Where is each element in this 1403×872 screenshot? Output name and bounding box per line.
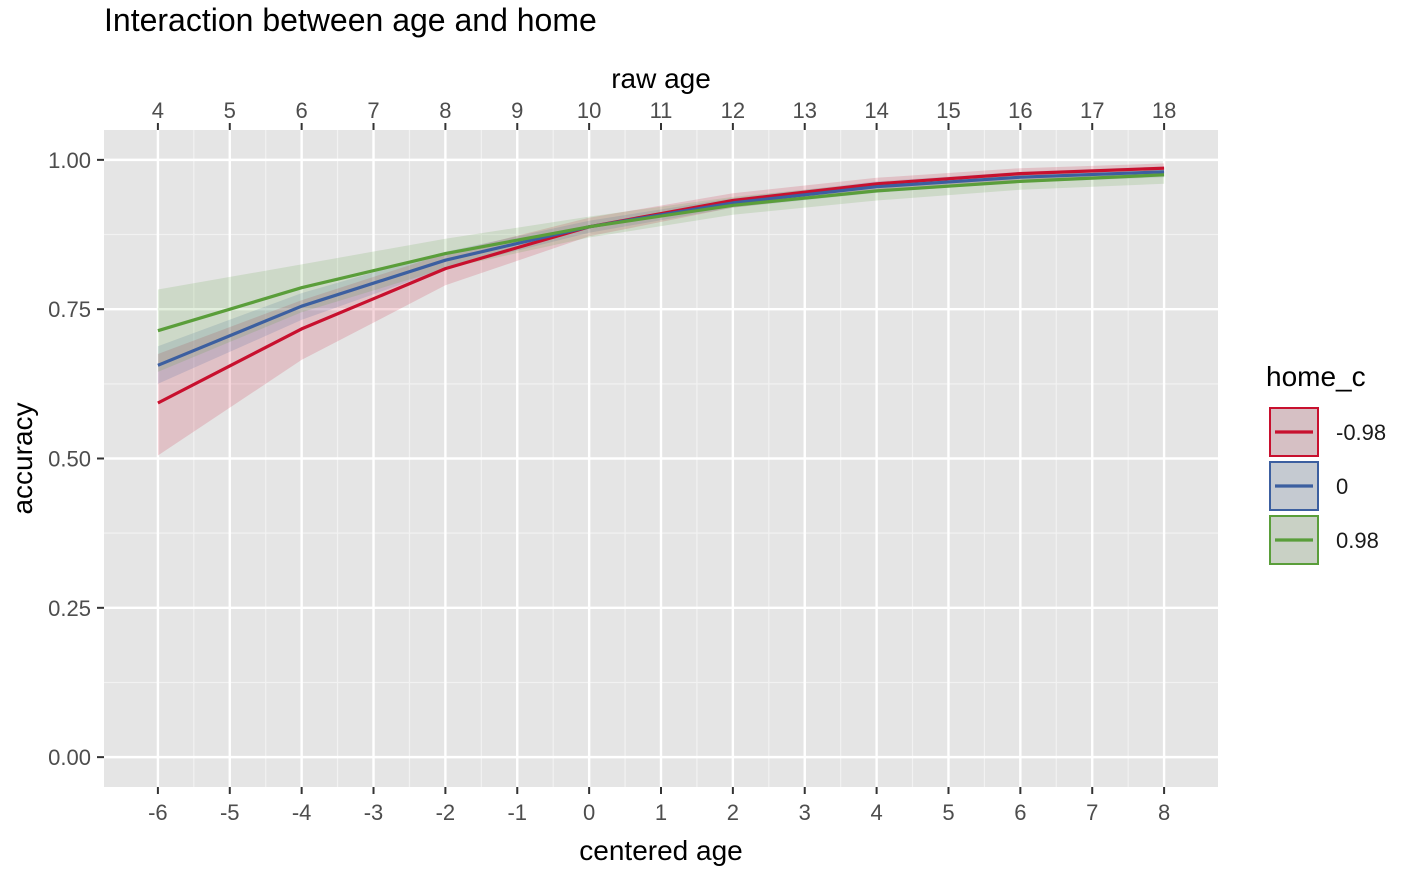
- x2-tick-label: 6: [296, 98, 308, 123]
- line-series-2: [157, 173, 1165, 333]
- chart-title: Interaction between age and home: [104, 2, 597, 38]
- series-lines: [157, 166, 1165, 405]
- x-axis-title: centered age: [579, 835, 742, 866]
- x2-tick-label: 14: [864, 98, 888, 123]
- x-axis-top-title: raw age: [611, 63, 711, 94]
- x-tick-label: 2: [727, 800, 739, 825]
- x-tick-label: -1: [507, 800, 527, 825]
- x2-tick-label: 18: [1152, 98, 1176, 123]
- x-tick-label: -3: [364, 800, 384, 825]
- ribbon-series-1: [157, 166, 1165, 384]
- x2-tick-label: 16: [1008, 98, 1032, 123]
- ribbon-series-2: [157, 167, 1165, 372]
- x-tick-label: 6: [1014, 800, 1026, 825]
- y-tick-label: 0.00: [48, 745, 91, 770]
- grid-major: [104, 130, 1218, 787]
- x-tick-label: 7: [1086, 800, 1098, 825]
- x2-tick-label: 9: [511, 98, 523, 123]
- x-tick-label: -2: [436, 800, 456, 825]
- x-tick-label: 0: [583, 800, 595, 825]
- ribbon-series-0: [157, 163, 1165, 456]
- x2-tick-label: 12: [721, 98, 745, 123]
- y-axis-title: accuracy: [7, 402, 38, 514]
- x2-tick-label: 5: [224, 98, 236, 123]
- x-tick-label: 8: [1158, 800, 1170, 825]
- x-tick-label: 4: [870, 800, 882, 825]
- x-axis-top: 4 5 6 7 8 9 10 11 12 13 14 15 16 17 18: [152, 98, 1176, 130]
- x2-tick-label: 17: [1080, 98, 1104, 123]
- x-tick-label: -4: [292, 800, 312, 825]
- legend-label-2: 0.98: [1336, 528, 1379, 553]
- legend-label-0: -0.98: [1336, 420, 1386, 445]
- y-tick-label: 0.75: [48, 297, 91, 322]
- x2-tick-label: 13: [792, 98, 816, 123]
- x-tick-label: -5: [220, 800, 240, 825]
- x2-tick-label: 7: [367, 98, 379, 123]
- x-tick-label: 5: [942, 800, 954, 825]
- x-tick-label: -6: [148, 800, 168, 825]
- legend-title: home_c: [1266, 361, 1366, 392]
- x-axis-bottom: -6 -5 -4 -3 -2 -1 0 1 2 3 4 5 6 7 8: [148, 787, 1170, 825]
- x-tick-label: 1: [655, 800, 667, 825]
- y-tick-label: 1.00: [48, 148, 91, 173]
- x2-tick-label: 8: [439, 98, 451, 123]
- confidence-ribbons: [157, 163, 1165, 456]
- x2-tick-label: 10: [577, 98, 601, 123]
- y-tick-label: 0.25: [48, 596, 91, 621]
- x-tick-label: 3: [799, 800, 811, 825]
- x2-tick-label: 11: [650, 98, 673, 123]
- y-tick-label: 0.50: [48, 447, 91, 472]
- legend: home_c -0.98 0 0.98: [1266, 361, 1386, 565]
- x2-tick-label: 15: [936, 98, 960, 123]
- legend-label-1: 0: [1336, 474, 1348, 499]
- y-axis-left: 0.00 0.25 0.50 0.75 1.00: [48, 148, 104, 770]
- x2-tick-label: 4: [152, 98, 164, 123]
